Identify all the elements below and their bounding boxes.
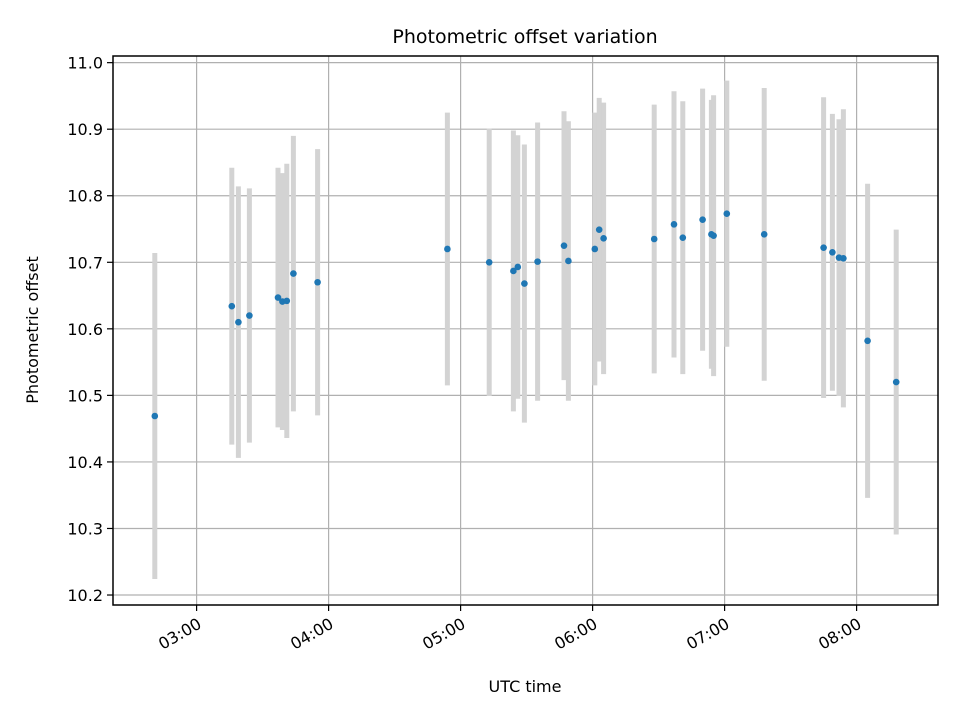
data-point — [246, 312, 253, 319]
y-tick-label: 10.9 — [67, 120, 103, 139]
data-point — [595, 226, 603, 233]
data-point — [510, 267, 517, 275]
y-tick-label: 10.6 — [67, 320, 103, 339]
data-point — [710, 232, 717, 239]
data-point — [274, 294, 282, 301]
y-tick-label: 10.4 — [67, 453, 103, 472]
data-point — [565, 257, 572, 265]
y-axis: 10.2 10.3 10.4 10.5 10.6 10.7 10.8 10.9 11.0 — [67, 54, 113, 605]
plot-frame — [112, 55, 939, 606]
data-point — [864, 337, 871, 345]
x-axis-title: UTC time — [489, 677, 562, 696]
data-point — [485, 258, 493, 266]
y-tick-label: 10.2 — [67, 586, 103, 605]
y-tick-label: 11.0 — [67, 54, 103, 73]
data-point — [829, 249, 836, 256]
data-point — [600, 235, 607, 242]
data-point — [534, 258, 541, 265]
data-point — [560, 242, 568, 249]
data-point — [235, 318, 242, 326]
data-point — [699, 216, 706, 224]
data-point — [820, 244, 827, 251]
data-point — [723, 210, 731, 218]
chart-title: Photometric offset variation — [392, 26, 657, 48]
data-point — [521, 280, 528, 287]
data-point — [290, 270, 297, 277]
data-point — [314, 278, 321, 286]
data-points — [151, 210, 900, 420]
y-tick-label: 10.3 — [67, 519, 103, 538]
data-point — [514, 263, 522, 271]
data-point — [228, 302, 236, 310]
data-point — [283, 297, 291, 305]
y-axis-title: Photometric offset — [23, 256, 42, 404]
data-point — [760, 231, 768, 238]
data-point — [840, 254, 847, 262]
y-tick-label: 10.8 — [67, 187, 103, 206]
data-point — [670, 221, 678, 228]
data-point — [679, 234, 687, 241]
data-point — [151, 412, 159, 420]
y-tick-label: 10.7 — [67, 253, 103, 272]
data-point — [591, 245, 599, 253]
data-point — [892, 378, 900, 386]
data-point — [444, 245, 451, 253]
y-tick-label: 10.5 — [67, 386, 103, 405]
data-point — [650, 235, 658, 243]
